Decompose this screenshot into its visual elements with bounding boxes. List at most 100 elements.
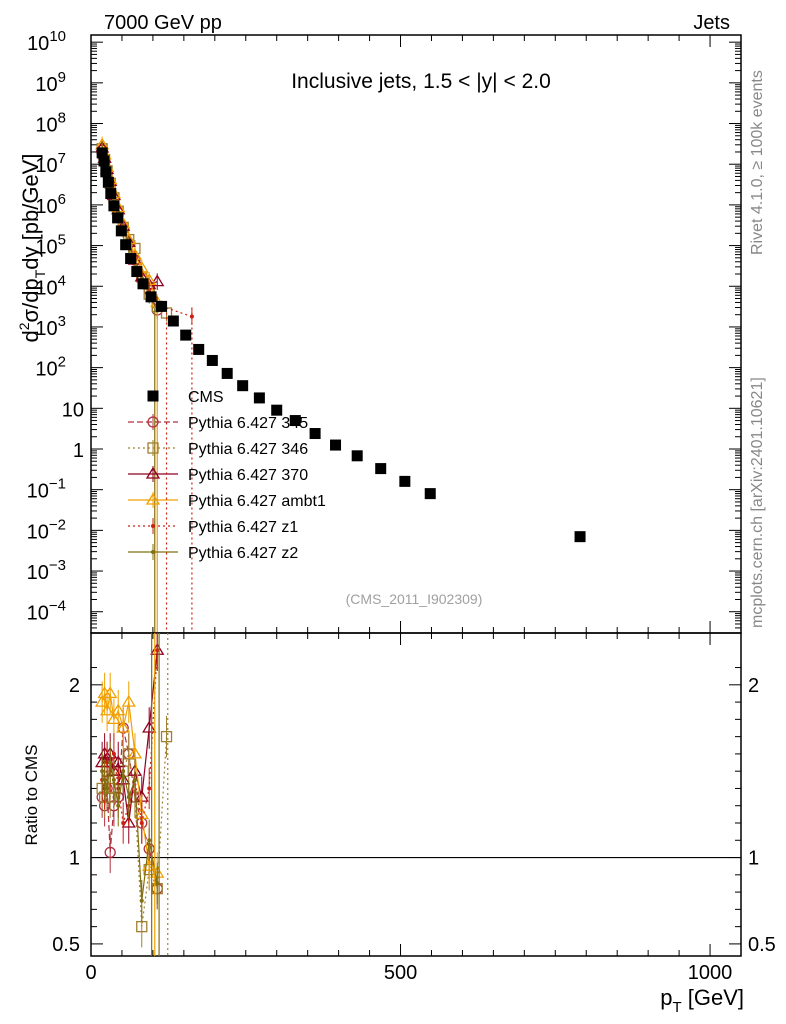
y-tick-base: 10	[35, 277, 57, 299]
mcplots-label: mcplots.cern.ch [arXiv:2401.10621]	[749, 377, 766, 628]
cms-data-point	[253, 392, 265, 404]
ratio-point	[100, 769, 105, 774]
legend-marker	[145, 466, 161, 479]
cms-data-point	[131, 266, 143, 278]
cms-data-point	[120, 239, 132, 251]
main-y-axis-title: d2σ/dpTdy [pb/GeV]	[16, 154, 48, 343]
ratio-tick-label: 1	[69, 848, 80, 870]
y-tick-base: 10	[35, 359, 57, 381]
y-tick-base: 10	[27, 562, 49, 584]
ratio-point	[111, 777, 116, 782]
x-axis-title: pT [GeV]	[660, 985, 744, 1016]
y-tick-base: 10	[35, 196, 57, 218]
xlabel-part-c: [GeV]	[682, 985, 744, 1010]
ratio-tick-label-right: 1	[748, 848, 759, 870]
legend-label: Pythia 6.427 345	[188, 415, 308, 432]
ratio-point	[105, 786, 110, 791]
y-tick-exponent: −1	[49, 476, 66, 493]
y-tick-exponent: 5	[58, 232, 66, 249]
ratio-point	[123, 748, 135, 760]
legend-label: Pythia 6.427 z2	[188, 545, 298, 562]
cms-data-point	[167, 315, 179, 327]
main-panel: 101010910810710610510410310210110−110−21…	[16, 28, 742, 634]
ratio-point	[106, 712, 122, 725]
y-tick-exponent: 9	[58, 69, 66, 86]
ylabel-part-c: σ/dp	[18, 278, 43, 322]
y-tick-label: 1	[73, 440, 84, 462]
y-tick-base: 10	[27, 33, 49, 55]
rivet-version-label: Rivet 4.1.0, ≥ 100k events	[749, 70, 766, 255]
ratio-point	[160, 730, 173, 743]
analysis-watermark: (CMS_2011_I902309)	[346, 591, 483, 607]
ylabel-part-e: dy [pb/GeV]	[18, 154, 43, 270]
cms-data-point	[424, 488, 436, 500]
legend-marker	[151, 550, 155, 554]
ratio-point	[121, 821, 126, 825]
y-tick-base: 10	[27, 481, 49, 503]
legend-label: Pythia 6.427 z1	[188, 519, 298, 536]
y-tick-base: 10	[35, 74, 57, 96]
cms-data-point	[271, 404, 283, 416]
ratio-tick-label-right: 0.5	[748, 934, 776, 956]
ratio-y-axis-title: Ratio to CMS	[22, 744, 41, 845]
ratio-point	[105, 760, 110, 765]
cms-data-point	[289, 415, 301, 427]
cms-data-point	[206, 354, 218, 366]
main-series	[94, 136, 586, 633]
ylabel-part-d: T	[32, 269, 48, 278]
y-tick-label: 105	[35, 232, 66, 259]
xlabel-part-a: p	[660, 985, 672, 1010]
ratio-tick-label-right: 2	[748, 675, 759, 697]
legend-marker	[151, 524, 155, 528]
ratio-point	[121, 769, 126, 774]
mc-point	[189, 314, 194, 319]
legend-marker	[147, 416, 159, 428]
y-tick-label: 109	[35, 69, 66, 96]
mc-point	[150, 274, 165, 287]
y-tick-exponent: 7	[58, 150, 66, 167]
ratio-point	[104, 846, 116, 859]
cms-data-point	[96, 147, 108, 159]
cms-data-point	[221, 367, 233, 379]
y-tick-label: 1010	[27, 28, 66, 55]
legend-label: Pythia 6.427 370	[188, 467, 308, 484]
y-tick-base: 10	[27, 603, 49, 625]
y-tick-label: 10−4	[27, 598, 66, 625]
y-tick-base: 10	[35, 318, 57, 340]
y-tick-exponent: −4	[49, 598, 66, 615]
y-tick-base: 10	[62, 399, 84, 421]
ratio-y-ticks: 0.5 0.5 1 1 2 2	[52, 667, 776, 956]
y-tick-exponent: 8	[58, 110, 66, 127]
ratio-point	[136, 920, 148, 933]
y-tick-exponent: 3	[58, 313, 66, 330]
ratio-point	[121, 694, 136, 707]
xlabel-part-b: T	[672, 999, 681, 1016]
ratio-point	[127, 746, 143, 759]
ratio-point	[111, 703, 126, 716]
y-tick-label: 102	[35, 354, 66, 381]
y-tick-label: 104	[35, 272, 66, 299]
y-tick-exponent: 6	[58, 191, 66, 208]
y-tick-base: 1	[73, 440, 84, 462]
header-left: 7000 GeV pp	[104, 12, 222, 34]
cms-data-point	[180, 329, 192, 341]
ratio-point	[139, 898, 144, 903]
ratio-frame	[90, 632, 742, 957]
y-tick-base: 10	[35, 115, 57, 137]
ratio-point	[102, 777, 107, 782]
x-tick-label: 500	[384, 962, 417, 984]
ratio-point	[132, 777, 137, 782]
cms-data-point	[145, 291, 157, 303]
legend-marker	[145, 492, 161, 505]
ratio-point	[108, 760, 113, 765]
cms-data-point	[330, 439, 342, 451]
ratio-point	[126, 795, 131, 800]
cms-data-point	[193, 343, 205, 355]
ylabel-part-a: d	[18, 330, 43, 342]
cms-data-point	[574, 531, 586, 543]
y-tick-label: 106	[35, 191, 66, 218]
ratio-point	[116, 803, 121, 808]
y-tick-base: 10	[27, 521, 49, 543]
ratio-point	[111, 755, 126, 768]
